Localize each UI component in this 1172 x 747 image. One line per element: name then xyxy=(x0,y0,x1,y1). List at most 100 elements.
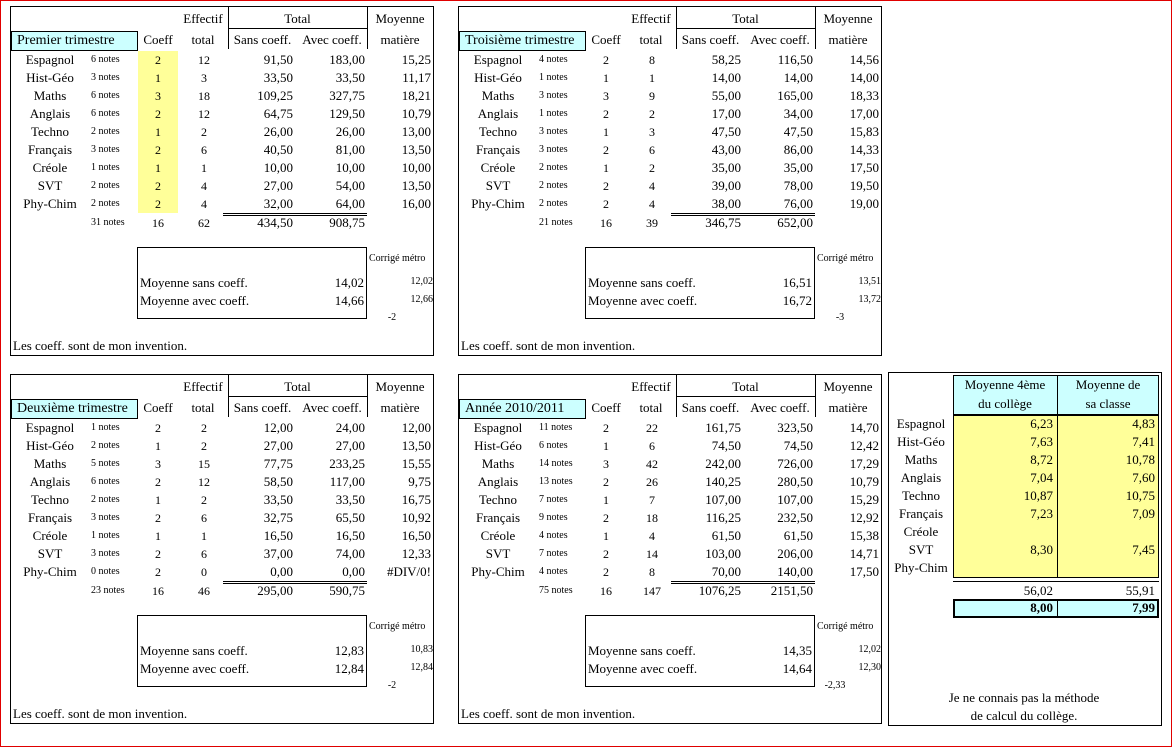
total-sans-coeff: 33,50 xyxy=(263,70,293,85)
total-avec-coeff: 34,00 xyxy=(783,106,813,121)
total-avec-coeff: 64,00 xyxy=(335,196,365,211)
corrige-diff: -2,33 xyxy=(824,680,846,691)
moyenne-matiere: 18,33 xyxy=(849,88,879,103)
corrige-diff: -3 xyxy=(835,312,845,323)
class-moyenne: 7,60 xyxy=(1132,470,1155,485)
college-avg1: 8,00 xyxy=(1030,600,1053,615)
total-sans-coeff: 161,75 xyxy=(705,420,741,435)
total-coeff: 16 xyxy=(152,216,164,230)
total-sans-coeff: 17,00 xyxy=(711,106,741,121)
subject-name: Maths xyxy=(481,88,515,103)
effectif-total: 2 xyxy=(201,125,207,139)
grid-line xyxy=(228,396,367,397)
total-underline xyxy=(223,213,367,214)
moyenne-matiere: 19,00 xyxy=(849,196,879,211)
total-avec-coeff: 47,50 xyxy=(783,124,813,139)
header-avec-coeff: Avec coeff. xyxy=(302,32,362,47)
header-coeff: Coeff xyxy=(143,400,173,415)
subject-name: Créole xyxy=(32,160,68,175)
grand-total-sans: 434,50 xyxy=(257,215,293,230)
corrige-avec: 12,66 xyxy=(410,294,434,305)
effectif-total: 2 xyxy=(201,493,207,507)
header-effectif: Effectif xyxy=(183,379,223,394)
term-panel: Effectif Total Moyenne Année 2010/2011 Coeff… xyxy=(458,374,882,724)
total-avec-coeff: 117,00 xyxy=(329,474,365,489)
total-sans-coeff: 37,00 xyxy=(263,546,293,561)
coeff-value: 1 xyxy=(603,439,609,453)
total-sans-coeff: 103,00 xyxy=(705,546,741,561)
coeff-value: 3 xyxy=(603,89,609,103)
coeff-value: 1 xyxy=(603,125,609,139)
total-avec-coeff: 107,00 xyxy=(777,492,813,507)
effectif-total: 14 xyxy=(646,547,658,561)
effectif-total: 2 xyxy=(201,421,207,435)
grand-total-avec: 652,00 xyxy=(777,215,813,230)
notes-count: 3 notes xyxy=(539,144,568,155)
coeff-value: 1 xyxy=(603,493,609,507)
header-moyenne: Moyenne xyxy=(823,379,873,394)
effectif-total: 9 xyxy=(649,89,655,103)
college-moyenne xyxy=(953,523,1053,541)
header-total: Total xyxy=(284,379,311,394)
coeff-value: 2 xyxy=(155,565,161,579)
effectif-total: 4 xyxy=(649,197,655,211)
moyenne-matiere: 10,79 xyxy=(401,106,431,121)
moyenne-sans-value: 14,35 xyxy=(782,643,812,658)
effectif-total: 6 xyxy=(201,511,207,525)
college-subject: Phy-Chim xyxy=(894,560,948,575)
header-moyenne: Moyenne xyxy=(375,379,425,394)
college-values-bg xyxy=(953,415,1159,578)
moyenne-sans-label: Moyenne sans coeff. xyxy=(588,643,696,658)
effectif-total: 2 xyxy=(649,161,655,175)
moyenne-matiere: #DIV/0! xyxy=(386,564,431,579)
grid-line xyxy=(815,375,816,417)
corrige-sans: 12,02 xyxy=(410,276,434,287)
total-sans-coeff: 27,00 xyxy=(263,178,293,193)
total-avec-coeff: 183,00 xyxy=(329,52,365,67)
grand-total-sans: 295,00 xyxy=(257,583,293,598)
header-avec-coeff: Avec coeff. xyxy=(750,32,810,47)
corrige-label: Corrigé métro xyxy=(817,621,874,632)
total-effectif: 46 xyxy=(198,584,210,598)
college-panel: Moyenne 4ème du collège Moyenne de sa cl… xyxy=(888,372,1162,726)
coeff-value: 3 xyxy=(155,457,161,471)
total-avec-coeff: 206,00 xyxy=(777,546,813,561)
header-total-lower: total xyxy=(191,32,215,47)
college-moyenne: 10,87 xyxy=(1023,488,1053,503)
college-moyenne: 7,23 xyxy=(1030,506,1053,521)
moyenne-matiere: 12,33 xyxy=(401,546,431,561)
college-sum1: 56,02 xyxy=(1023,583,1053,598)
coeff-value: 2 xyxy=(155,143,161,157)
notes-count: 5 notes xyxy=(91,458,120,469)
subject-name: Anglais xyxy=(29,474,71,489)
total-sans-coeff: 91,50 xyxy=(263,52,293,67)
subject-name: Français xyxy=(27,142,73,157)
moyenne-matiere: 15,25 xyxy=(401,52,431,67)
notes-count: 6 notes xyxy=(91,476,120,487)
college-avg-bg xyxy=(953,599,1159,618)
effectif-total: 6 xyxy=(201,143,207,157)
college-moyenne: 7,63 xyxy=(1030,434,1053,449)
moyenne-matiere: 17,00 xyxy=(849,106,879,121)
total-sans-coeff: 27,00 xyxy=(263,438,293,453)
college-subject: Anglais xyxy=(900,470,942,485)
total-sans-coeff: 70,00 xyxy=(711,564,741,579)
effectif-total: 8 xyxy=(649,565,655,579)
header-sans-coeff: Sans coeff. xyxy=(681,32,740,47)
average-box: Moyenne sans coeff. Moyenne avec coeff. 14… xyxy=(137,247,367,319)
moyenne-matiere: 11,17 xyxy=(402,70,431,85)
subject-name: Anglais xyxy=(477,106,519,121)
total-avec-coeff: 65,50 xyxy=(335,510,365,525)
subject-name: Phy-Chim xyxy=(471,564,525,579)
class-moyenne: 10,75 xyxy=(1125,488,1155,503)
subject-name: Créole xyxy=(32,528,68,543)
effectif-total: 18 xyxy=(198,89,210,103)
term-panel: Effectif Total Moyenne Deuxième trimestre Co… xyxy=(10,374,434,724)
moyenne-matiere: 13,50 xyxy=(401,438,431,453)
effectif-total: 1 xyxy=(649,71,655,85)
total-avec-coeff: 26,00 xyxy=(335,124,365,139)
total-avec-coeff: 35,00 xyxy=(783,160,813,175)
moyenne-matiere: 10,00 xyxy=(401,160,431,175)
total-sans-coeff: 61,50 xyxy=(711,528,741,543)
total-sans-coeff: 77,75 xyxy=(263,456,293,471)
